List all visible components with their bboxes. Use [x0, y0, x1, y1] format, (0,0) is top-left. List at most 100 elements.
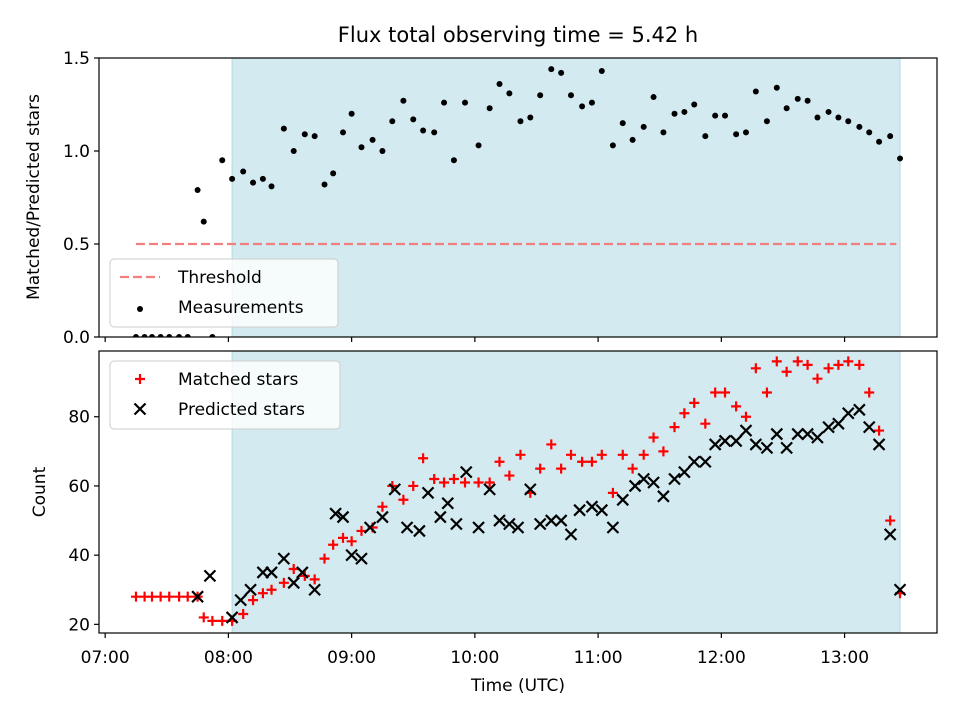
- matched-stars-point: [843, 356, 854, 367]
- legend-measurement-swatch: [137, 306, 143, 312]
- measurement-point: [496, 81, 503, 88]
- matched-stars-point: [750, 363, 761, 374]
- measurement-point: [567, 92, 574, 99]
- predicted-stars-point: [441, 496, 455, 510]
- matched-stars-point: [198, 612, 209, 623]
- ratio-plot: 0.0 0.5 1.0 1.5 Threshold Measurements: [63, 49, 938, 348]
- matched-stars-point: [288, 563, 299, 574]
- measurement-point: [671, 110, 678, 117]
- predicted-stars-point: [811, 431, 824, 444]
- series-0: [130, 356, 906, 626]
- observing-window-shade: [231, 350, 901, 634]
- matched-stars-point: [792, 356, 803, 367]
- predicted-stars-point: [421, 486, 435, 500]
- measurement-point: [506, 90, 513, 97]
- matched-stars-point: [864, 387, 875, 398]
- measurement-point: [537, 92, 544, 99]
- matched-stars-point: [669, 422, 680, 433]
- legend-matched-swatch: [135, 374, 145, 384]
- predicted-stars-point: [853, 403, 866, 417]
- predicted-stars-point: [450, 517, 463, 531]
- matched-stars-point: [356, 525, 367, 536]
- matched-stars-point: [439, 477, 450, 488]
- matched-stars-point: [577, 456, 588, 467]
- measurement-point: [250, 179, 257, 186]
- x-tick-label: 07:00: [81, 648, 130, 668]
- measurement-point: [132, 334, 139, 337]
- measurement-point: [400, 97, 407, 104]
- measurement-point: [722, 112, 729, 119]
- predicted-stars-point: [203, 569, 217, 583]
- matched-stars-point: [627, 463, 638, 474]
- x-tick-label: 13:00: [820, 648, 869, 668]
- predicted-stars-point: [511, 521, 525, 534]
- measurement-point: [209, 334, 216, 337]
- predicted-stars-point: [244, 583, 257, 597]
- predicted-stars-point: [687, 455, 701, 469]
- predicted-stars-point: [564, 528, 578, 541]
- predicted-stars-point: [708, 438, 722, 451]
- matched-stars-point: [398, 494, 409, 505]
- predicted-stars-point: [718, 434, 732, 448]
- measurement-point: [609, 142, 616, 149]
- measurement-point: [358, 144, 365, 151]
- matched-stars-point: [460, 477, 471, 488]
- matched-stars-point: [885, 515, 896, 526]
- measurement-point: [184, 334, 191, 337]
- predicted-stars-point: [434, 510, 447, 524]
- predicted-stars-point: [287, 576, 300, 590]
- matched-stars-point: [596, 449, 607, 460]
- matched-stars-point: [494, 456, 505, 467]
- legend-box: [109, 258, 339, 328]
- matched-stars-point: [586, 456, 597, 467]
- measurement-point: [348, 110, 355, 117]
- matched-stars-point: [874, 425, 885, 436]
- matched-stars-point: [535, 463, 546, 474]
- measurement-point: [640, 123, 647, 130]
- y-tick-label: 40: [68, 546, 90, 566]
- axes-frame: [98, 57, 938, 338]
- predicted-stars-point: [668, 472, 681, 486]
- measurement-point: [259, 175, 266, 182]
- matched-stars-point: [278, 577, 289, 588]
- predicted-stars-point: [760, 441, 774, 455]
- measurement-point: [330, 170, 337, 177]
- measurement-point: [410, 116, 417, 123]
- measurement-point: [420, 127, 427, 134]
- matched-stars-point: [146, 591, 157, 602]
- measurement-point: [431, 129, 438, 136]
- measurement-point: [219, 157, 226, 164]
- measurement-point: [629, 136, 636, 143]
- measurement-point: [280, 125, 287, 132]
- predicted-stars-point: [657, 490, 670, 503]
- measurement-point: [579, 103, 586, 110]
- count-plot: 20 40 60 80 07:00 08:00 09:00 10:00 11:00 12:00 13…: [68, 350, 938, 668]
- matched-stars-point: [473, 477, 484, 488]
- x-tick-label: 09:00: [327, 648, 376, 668]
- measurement-point: [486, 105, 493, 112]
- matched-stars-point: [248, 595, 259, 606]
- measurement-point: [369, 136, 376, 143]
- predicted-stars-point: [554, 514, 568, 527]
- predicted-stars-point: [296, 566, 309, 579]
- measurement-point: [856, 123, 863, 130]
- legend-label: Predicted stars: [178, 400, 305, 420]
- measurement-point: [558, 69, 565, 76]
- series-1: [191, 403, 907, 624]
- matched-stars-point: [710, 387, 721, 398]
- predicted-stars-point: [606, 521, 620, 534]
- measurement-point: [835, 114, 842, 121]
- measurement-point: [548, 66, 555, 73]
- predicted-stars-point: [355, 552, 368, 565]
- measurement-point: [825, 108, 832, 115]
- predicted-stars-point: [336, 510, 350, 524]
- matched-stars-point: [565, 449, 576, 460]
- measurement-point: [462, 99, 469, 106]
- measurement-point: [527, 114, 534, 121]
- predicted-stars-point: [483, 483, 496, 496]
- measurement-point: [240, 168, 247, 175]
- predicted-stars-point: [616, 493, 630, 507]
- matched-stars-point: [346, 536, 357, 547]
- measurement-point: [588, 99, 595, 106]
